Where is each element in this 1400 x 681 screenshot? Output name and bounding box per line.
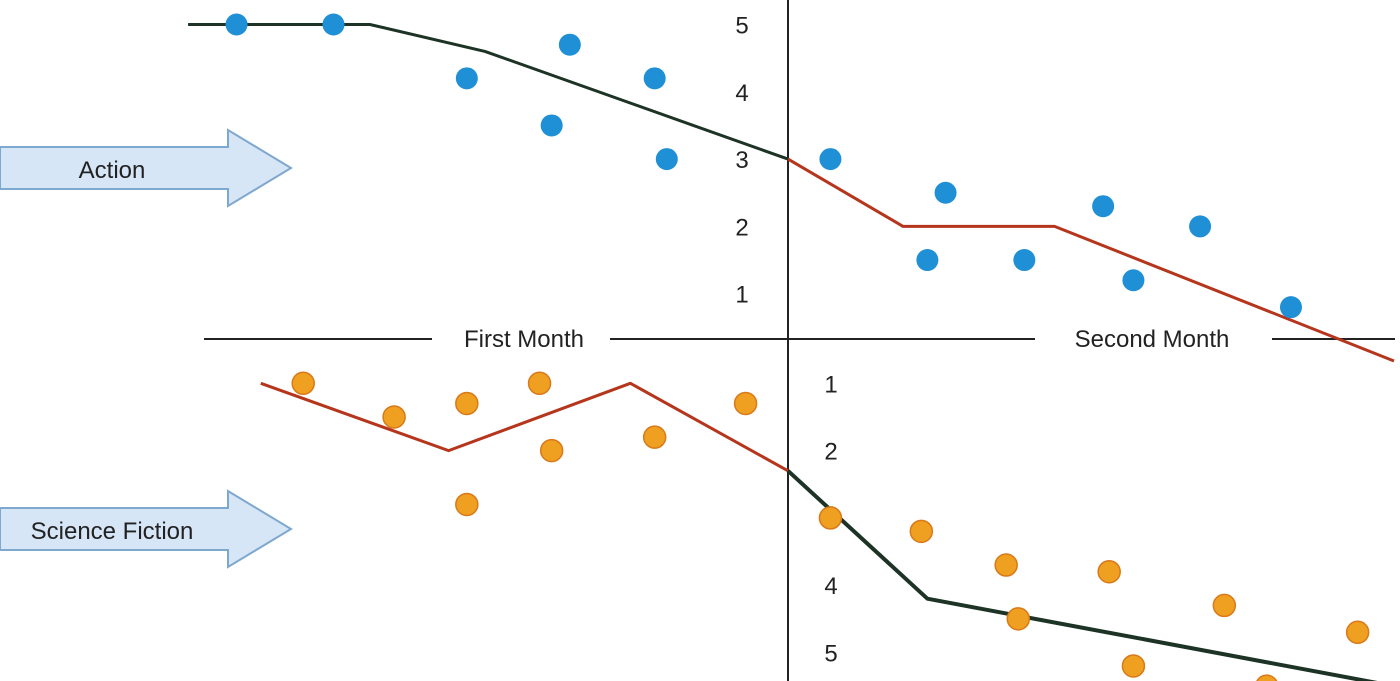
science-fiction-data-point [909, 519, 934, 544]
bottom-tick-label: 1 [824, 371, 837, 398]
data-points [225, 13, 1370, 681]
top-tick-label: 5 [735, 13, 748, 40]
action-data-point [1122, 269, 1145, 292]
bottom-tick-label: 5 [824, 641, 837, 668]
science-fiction-data-point [1212, 593, 1237, 618]
science-fiction-data-point [455, 492, 479, 517]
science-fiction-trend-first-month [260, 381, 789, 473]
action-data-point [558, 33, 581, 56]
science-fiction-data-point [382, 405, 406, 429]
science-fiction-data-point [539, 438, 564, 463]
science-fiction-arrow: Science Fiction [0, 489, 293, 569]
first-month-label: First Month [464, 326, 584, 353]
science-fiction-data-point [733, 391, 758, 416]
science-fiction-data-point [455, 391, 479, 416]
action-data-point [1092, 195, 1115, 218]
top-tick-label: 3 [735, 147, 748, 174]
science-fiction-data-point [1345, 620, 1370, 645]
action-data-point [655, 148, 678, 171]
action-data-point [322, 13, 345, 36]
top-y-ticks: 5 4 3 2 1 [735, 13, 748, 309]
action-data-point [934, 181, 957, 204]
action-label: Action [79, 157, 146, 184]
science-fiction-trend-second-month [786, 469, 1378, 681]
science-fiction-data-point [818, 506, 843, 530]
action-trend-first-month [188, 23, 789, 161]
action-arrow: Action [0, 128, 293, 208]
bottom-tick-label: 2 [824, 439, 837, 466]
science-fiction-data-point [642, 425, 667, 449]
action-data-point [819, 148, 842, 171]
science-fiction-data-point [527, 371, 552, 396]
action-data-point [540, 114, 563, 137]
action-data-point [643, 67, 666, 90]
top-tick-label: 1 [735, 282, 748, 309]
action-data-point [225, 13, 248, 36]
science-fiction-data-point [291, 371, 315, 396]
science-fiction-data-point [1256, 674, 1278, 681]
science-fiction-label: Science Fiction [31, 518, 194, 545]
action-data-point [916, 249, 939, 272]
science-fiction-data-point [1097, 559, 1121, 584]
science-fiction-data-point [994, 553, 1018, 577]
action-trend-second-month [787, 157, 1395, 363]
top-tick-label: 2 [735, 214, 748, 241]
bottom-tick-label: 4 [824, 573, 837, 600]
second-month-label: Second Month [1075, 326, 1230, 353]
science-fiction-data-point [1006, 607, 1031, 631]
action-data-point [1013, 249, 1036, 272]
science-fiction-data-point [1121, 654, 1146, 678]
top-tick-label: 4 [735, 80, 748, 107]
action-data-point [1279, 296, 1302, 319]
action-data-point [455, 67, 478, 90]
action-data-point [1189, 215, 1212, 238]
